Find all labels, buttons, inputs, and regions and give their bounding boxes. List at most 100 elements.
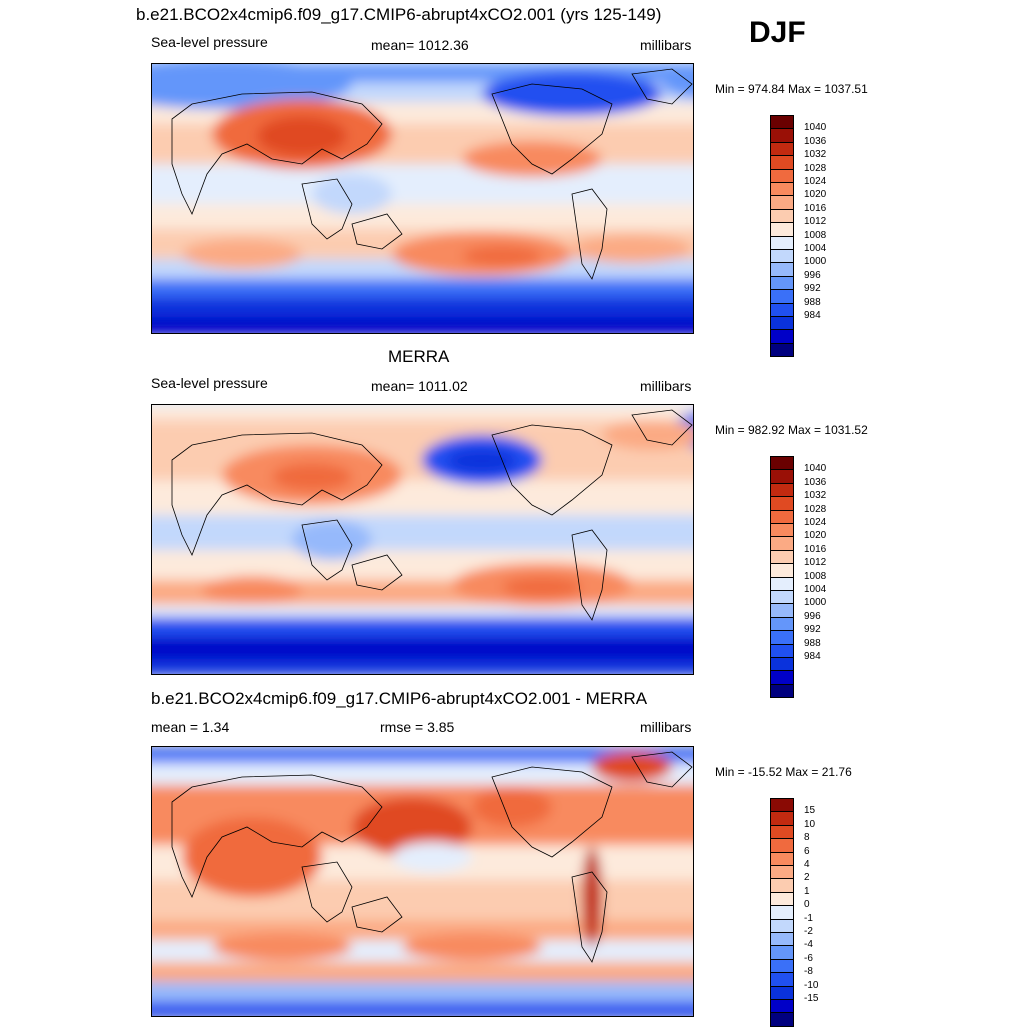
field-cell xyxy=(212,933,352,961)
colorbar-label: -2 xyxy=(804,926,813,937)
coastline xyxy=(351,896,403,933)
colorbar-swatch xyxy=(770,851,794,866)
colorbar-swatch xyxy=(770,945,794,960)
coastline xyxy=(631,409,693,446)
colorbar-label: 1008 xyxy=(804,570,827,582)
panel-2-units-label: millibars xyxy=(640,378,692,394)
field-band xyxy=(152,982,693,1002)
field-cell xyxy=(462,141,602,177)
field-band xyxy=(152,405,693,420)
colorbar-swatch xyxy=(770,563,794,578)
colorbar-label: 1040 xyxy=(804,122,827,134)
colorbar-label: -6 xyxy=(804,952,813,964)
field-band xyxy=(152,605,693,617)
colorbar-swatch xyxy=(770,141,794,157)
field-band xyxy=(152,763,693,785)
colorbar-swatch xyxy=(770,918,794,933)
panel-3-minmax: Min = -15.52 Max = 21.76 xyxy=(715,765,852,779)
field-band xyxy=(152,747,693,763)
colorbar-swatch xyxy=(770,576,794,591)
colorbar-swatch xyxy=(770,329,794,344)
colorbar-swatch xyxy=(770,643,794,658)
panel-3-rmse-label: rmse = 3.85 xyxy=(380,719,455,735)
colorbar-label: -8 xyxy=(804,966,813,978)
map-canvas xyxy=(152,405,693,674)
field-band xyxy=(152,297,693,317)
field-cell xyxy=(402,933,542,961)
colorbar-label: 2 xyxy=(804,872,810,884)
coastline xyxy=(351,554,403,591)
field-band xyxy=(152,164,693,204)
coastline xyxy=(301,178,353,240)
panel-1-title: b.e21.BCO2x4cmip6.f09_g17.CMIP6-abrupt4x… xyxy=(136,5,662,24)
colorbar-swatch xyxy=(770,590,794,605)
coastline xyxy=(571,529,608,621)
colorbar-label: 1000 xyxy=(804,256,827,268)
colorbar-swatch xyxy=(770,905,794,920)
colorbar-swatch xyxy=(770,509,794,524)
colorbar-swatch xyxy=(770,289,794,304)
coastline xyxy=(171,432,383,556)
colorbar-swatch xyxy=(770,603,794,618)
field-band xyxy=(152,279,693,297)
field-band xyxy=(152,637,693,659)
colorbar-swatch xyxy=(770,657,794,672)
colorbar-label: 1036 xyxy=(804,135,827,147)
colorbar-swatch xyxy=(770,222,794,237)
colorbar-swatch xyxy=(770,683,794,699)
field-cell xyxy=(582,847,602,947)
field-band xyxy=(152,962,693,982)
colorbar-label: 992 xyxy=(804,624,821,636)
field-band xyxy=(152,204,693,229)
colorbar-swatch xyxy=(770,275,794,291)
field-band xyxy=(152,659,693,674)
colorbar-swatch xyxy=(770,670,794,685)
panel-2-mean-label: mean= 1011.02 xyxy=(371,378,468,394)
field-cell xyxy=(152,64,352,109)
colorbar-label: 1004 xyxy=(804,243,827,254)
panel-3-units-label: millibars xyxy=(640,719,692,735)
panel-1-map xyxy=(151,63,694,334)
colorbar-swatch xyxy=(770,482,794,498)
colorbar-label: 10 xyxy=(804,818,816,830)
colorbar-swatch xyxy=(770,549,794,565)
field-cell xyxy=(472,787,552,827)
field-cell xyxy=(462,246,542,266)
colorbar-label: 4 xyxy=(804,859,810,870)
coastline xyxy=(171,774,383,898)
colorbar-label: 1012 xyxy=(804,557,827,569)
field-cell xyxy=(202,576,302,604)
field-cell xyxy=(502,577,582,597)
colorbar-label: 1008 xyxy=(804,229,827,241)
colorbar-label: 996 xyxy=(804,610,821,622)
field-band xyxy=(152,317,693,333)
field-cell xyxy=(447,449,517,473)
field-band xyxy=(152,1002,693,1016)
panel-2-variable-label: Sea-level pressure xyxy=(151,375,268,391)
field-cell xyxy=(572,235,692,263)
colorbar-swatch xyxy=(770,249,794,264)
colorbar-label: 1028 xyxy=(804,162,827,174)
colorbar-label: 8 xyxy=(804,832,810,844)
coastline xyxy=(171,91,383,215)
colorbar-label: 1028 xyxy=(804,503,827,515)
field-cell xyxy=(182,239,302,269)
panel-3-mean-label: mean = 1.34 xyxy=(151,719,230,735)
colorbar-swatch xyxy=(770,496,794,511)
colorbar-label: 988 xyxy=(804,637,821,649)
colorbar-label: 1004 xyxy=(804,584,827,595)
colorbar-label: 1040 xyxy=(804,463,827,475)
colorbar-swatch xyxy=(770,999,794,1014)
colorbar-label: 1024 xyxy=(804,517,827,528)
colorbar-label: 1016 xyxy=(804,202,827,214)
colorbar-label: -1 xyxy=(804,912,813,924)
colorbar-label: 1024 xyxy=(804,176,827,187)
colorbar-label: 15 xyxy=(804,805,816,817)
colorbar-label: 1020 xyxy=(804,530,827,542)
field-cell xyxy=(292,520,372,560)
colorbar-swatch xyxy=(770,208,794,224)
season-label: DJF xyxy=(749,16,806,49)
colorbar-label: 984 xyxy=(804,310,821,321)
colorbar-label: -15 xyxy=(804,993,819,1004)
panel-1-mean-label: mean= 1012.36 xyxy=(371,37,469,53)
